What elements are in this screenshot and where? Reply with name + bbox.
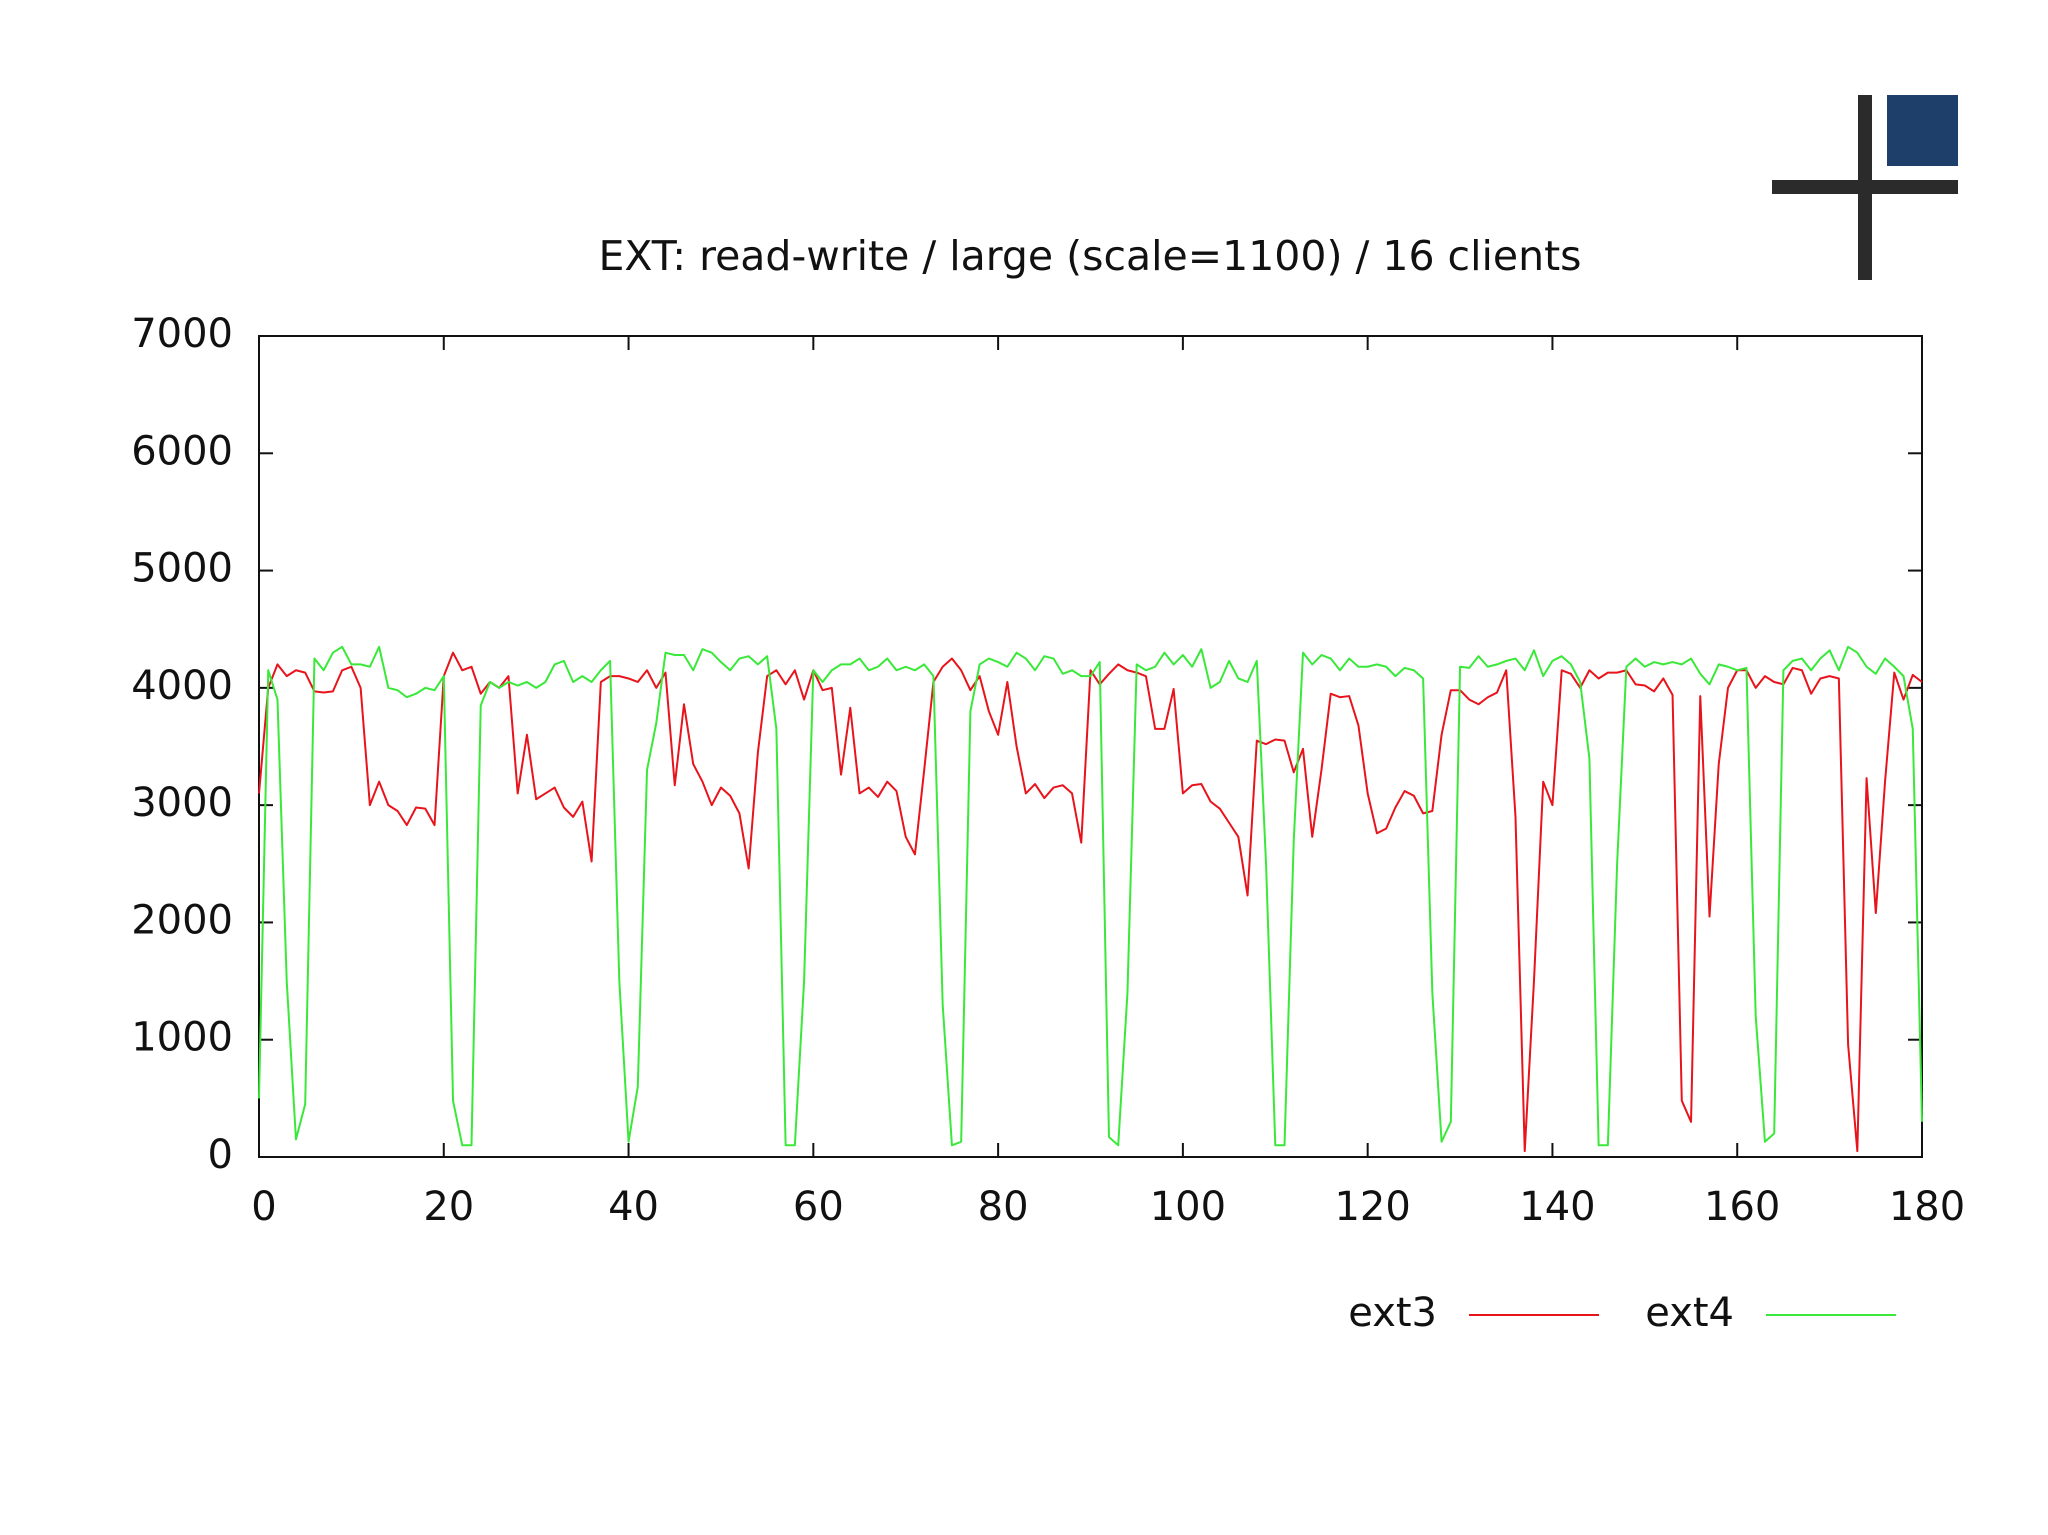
y-tick-label: 3000 [131,780,233,826]
x-tick-label: 140 [1519,1184,1595,1230]
x-tick-label: 180 [1889,1184,1965,1230]
x-tick-label: 0 [251,1184,276,1230]
logo [1772,95,1958,280]
x-tick-label: 120 [1334,1184,1410,1230]
x-tick-label: 80 [978,1184,1029,1230]
x-tick-label: 20 [423,1184,474,1230]
x-tick-label: 160 [1704,1184,1780,1230]
legend-label: ext3 [1348,1290,1437,1336]
x-tick-label: 40 [608,1184,659,1230]
y-tick-label: 0 [208,1132,233,1178]
y-tick-label: 1000 [131,1015,233,1061]
logo-square [1887,95,1958,166]
y-tick-label: 6000 [131,428,233,474]
series-line [258,651,1923,1153]
chart-title: EXT: read-write / large (scale=1100) / 1… [598,232,1581,280]
x-tick-label: 60 [793,1184,844,1230]
x-tick-label: 100 [1150,1184,1226,1230]
y-tick-label: 2000 [131,897,233,943]
y-tick-label: 7000 [131,311,233,357]
series-line [258,645,1923,1147]
plot-border [258,335,1923,1158]
legend-label: ext4 [1645,1290,1734,1336]
y-tick-label: 5000 [131,546,233,592]
logo-bar [1772,180,1958,194]
y-tick-label: 4000 [131,663,233,709]
